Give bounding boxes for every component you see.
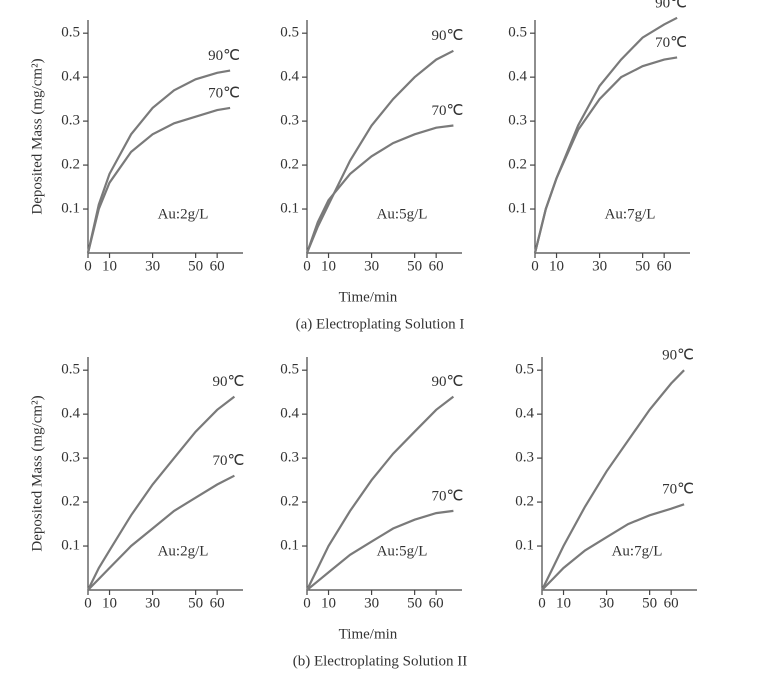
x-tick-label: 10 [321,595,336,611]
series-label: 70℃ [662,482,694,498]
annotation: Au:5g/L [377,543,428,559]
series-label: 90℃ [431,374,463,390]
series-label: 90℃ [208,48,240,64]
x-tick-label: 30 [592,258,607,274]
figure-caption: (a) Electroplating Solution I [296,316,465,332]
y-tick-label: 0.4 [280,406,299,422]
series-line [306,509,454,591]
y-tick-label: 0.5 [508,25,527,41]
series-line [541,369,685,591]
series-line [86,69,231,254]
x-tick-label: 0 [84,258,92,274]
x-tick-label: 50 [188,595,203,611]
y-tick-label: 0.4 [61,69,80,85]
x-tick-label: 50 [407,258,422,274]
y-tick-label: 0.5 [280,25,299,41]
series-line [86,106,231,254]
x-tick-label: 60 [664,595,679,611]
series-line [306,395,455,591]
y-tick-label: 0.1 [280,200,299,216]
series-label: 90℃ [662,348,694,364]
annotation: Au:7g/L [612,543,663,559]
y-tick-label: 0.2 [515,494,534,510]
x-tick-label: 10 [102,595,117,611]
y-tick-label: 0.2 [508,157,527,173]
y-tick-label: 0.3 [280,113,299,129]
x-tick-label: 30 [364,595,379,611]
x-tick-label: 0 [303,258,311,274]
y-tick-label: 0.1 [508,200,527,216]
x-tick-label: 50 [188,258,203,274]
x-tick-label: 50 [635,258,650,274]
x-tick-label: 0 [531,258,539,274]
series-line [305,49,454,254]
x-tick-label: 50 [407,595,422,611]
x-tick-label: 30 [145,595,160,611]
x-tick-label: 60 [429,258,444,274]
y-tick-label: 0.4 [280,69,299,85]
x-tick-label: 30 [145,258,160,274]
y-tick-label: 0.1 [61,200,80,216]
y-tick-label: 0.2 [280,157,299,173]
y-tick-label: 0.2 [280,494,299,510]
y-axis-label: Deposited Mass (mg/cm²) [29,395,45,551]
annotation: Au:2g/L [158,206,209,222]
y-axis-label: Deposited Mass (mg/cm²) [29,58,45,214]
series-line [533,56,678,254]
x-axis-label: Time/min [339,626,398,642]
y-tick-label: 0.1 [515,537,534,553]
y-tick-label: 0.5 [61,25,80,41]
y-tick-label: 0.3 [61,113,80,129]
series-label: 90℃ [431,28,463,44]
x-tick-label: 50 [642,595,657,611]
series-label: 90℃ [655,0,687,11]
annotation: Au:5g/L [377,206,428,222]
series-label: 70℃ [431,103,463,119]
x-tick-label: 0 [84,595,92,611]
y-tick-label: 0.3 [508,113,527,129]
y-tick-label: 0.4 [508,69,527,85]
x-tick-label: 60 [657,258,672,274]
x-tick-label: 30 [599,595,614,611]
series-line [541,503,685,591]
x-tick-label: 0 [303,595,311,611]
x-axis-label: Time/min [339,289,398,305]
y-tick-label: 0.5 [280,362,299,378]
x-tick-label: 60 [429,595,444,611]
series-label: 70℃ [212,453,244,469]
y-tick-label: 0.2 [61,494,80,510]
annotation: Au:7g/L [605,206,656,222]
figure-caption: (b) Electroplating Solution II [293,653,468,669]
y-tick-label: 0.4 [515,406,534,422]
y-tick-label: 0.3 [515,450,534,466]
y-tick-label: 0.5 [61,362,80,378]
y-tick-label: 0.5 [515,362,534,378]
y-tick-label: 0.3 [280,450,299,466]
x-tick-label: 10 [549,258,564,274]
annotation: Au:2g/L [158,543,209,559]
series-label: 90℃ [212,374,244,390]
x-tick-label: 0 [538,595,546,611]
x-tick-label: 10 [321,258,336,274]
x-tick-label: 60 [210,595,225,611]
x-tick-label: 10 [102,258,117,274]
series-line [87,395,236,591]
x-tick-label: 30 [364,258,379,274]
series-line [305,124,454,254]
x-tick-label: 60 [210,258,225,274]
series-label: 70℃ [431,488,463,504]
y-tick-label: 0.1 [61,537,80,553]
series-line [87,474,235,591]
y-tick-label: 0.2 [61,157,80,173]
x-tick-label: 10 [556,595,571,611]
y-tick-label: 0.4 [61,406,80,422]
y-tick-label: 0.1 [280,537,299,553]
series-label: 70℃ [655,35,687,51]
y-tick-label: 0.3 [61,450,80,466]
series-label: 70℃ [208,85,240,101]
